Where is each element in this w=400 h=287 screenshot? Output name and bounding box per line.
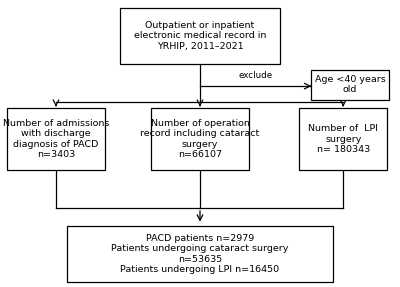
Text: Outpatient or inpatient
electronic medical record in
YRHIP, 2011–2021: Outpatient or inpatient electronic medic… — [134, 21, 266, 51]
FancyBboxPatch shape — [151, 108, 249, 170]
FancyBboxPatch shape — [311, 70, 389, 100]
FancyBboxPatch shape — [67, 226, 333, 282]
Text: exclude: exclude — [238, 71, 272, 80]
FancyBboxPatch shape — [299, 108, 387, 170]
Text: Number of  LPI
surgery
n= 180343: Number of LPI surgery n= 180343 — [308, 124, 378, 154]
FancyBboxPatch shape — [7, 108, 105, 170]
FancyBboxPatch shape — [120, 8, 280, 64]
Text: Number of operation
record including cataract
surgery
n=66107: Number of operation record including cat… — [140, 119, 260, 159]
Text: Age <40 years
old: Age <40 years old — [315, 75, 385, 94]
Text: Number of admissions
with discharge
diagnosis of PACD
n=3403: Number of admissions with discharge diag… — [3, 119, 109, 159]
Text: PACD patients n=2979
Patients undergoing cataract surgery
n=53635
Patients under: PACD patients n=2979 Patients undergoing… — [111, 234, 289, 274]
